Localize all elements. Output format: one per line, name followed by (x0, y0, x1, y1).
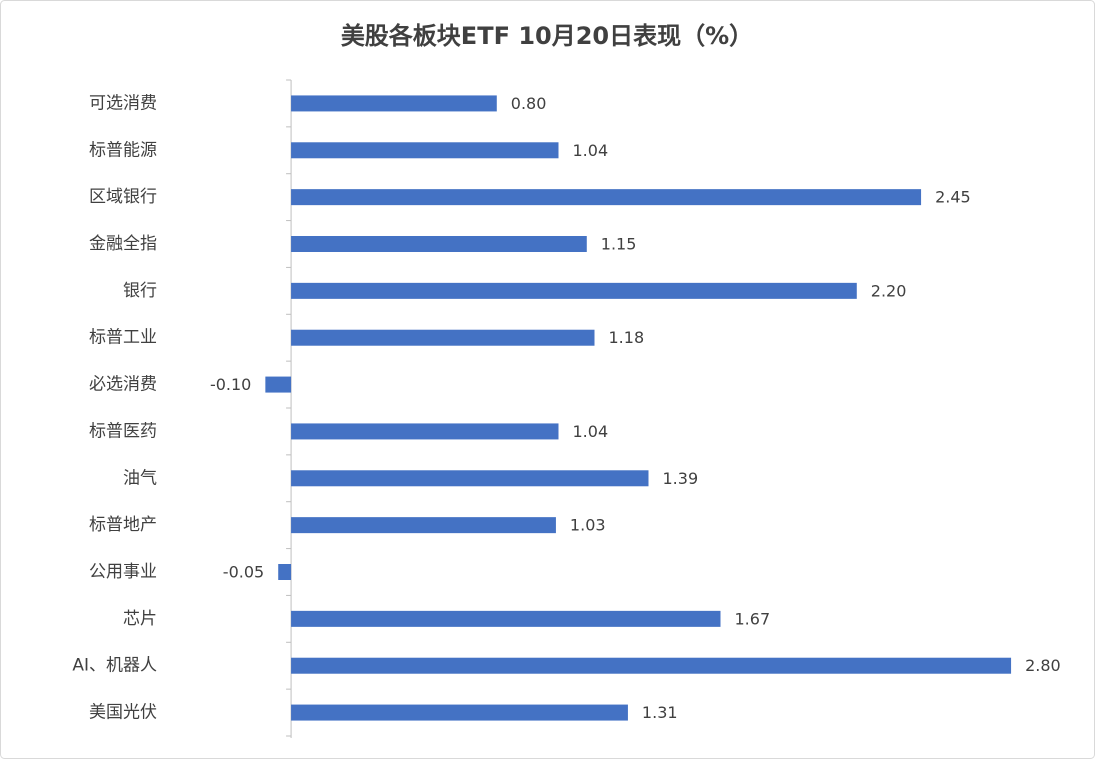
value-label: 1.15 (601, 235, 637, 254)
y-tick-label: 银行 (123, 281, 157, 301)
y-tick-label: AI、机器人 (72, 656, 157, 676)
value-label: 1.18 (609, 328, 645, 347)
bar (291, 142, 559, 159)
bar (265, 376, 292, 393)
value-label: 2.45 (935, 188, 971, 207)
value-label: 1.31 (642, 703, 678, 722)
y-tick-label: 油气 (123, 468, 157, 488)
bar (291, 517, 556, 534)
bar (291, 470, 649, 487)
y-tick-label: 公用事业 (89, 562, 157, 582)
y-tick-label: 必选消费 (89, 375, 157, 395)
value-label: 2.20 (871, 281, 907, 300)
bar (291, 95, 497, 112)
value-label: -0.05 (223, 563, 264, 582)
y-tick-label: 标普能源 (89, 140, 157, 160)
y-tick-label: 芯片 (123, 609, 157, 629)
chart-title: 美股各板块ETF 10月20日表现（%） (341, 22, 753, 50)
value-label: 1.67 (735, 609, 771, 628)
bar (291, 329, 595, 346)
y-tick-label: 标普工业 (89, 328, 157, 348)
y-tick-label: 美国光伏 (89, 703, 157, 723)
value-label: 0.80 (511, 94, 547, 113)
bar (291, 657, 1012, 674)
bar (291, 189, 922, 206)
y-tick-label: 标普医药 (89, 421, 157, 441)
value-label: 1.39 (663, 469, 699, 488)
bar (291, 282, 857, 299)
value-label: 1.04 (573, 422, 609, 441)
bar (278, 564, 292, 580)
value-label: 2.80 (1025, 656, 1061, 675)
y-tick-label: 区域银行 (89, 187, 157, 207)
y-tick-label: 可选消费 (89, 93, 157, 113)
bar (291, 423, 559, 440)
bar (291, 704, 628, 721)
value-label: 1.03 (570, 516, 606, 535)
value-label: -0.10 (210, 375, 251, 394)
bar (291, 236, 587, 252)
value-label: 1.04 (573, 141, 609, 160)
y-tick-label: 金融全指 (89, 234, 157, 254)
bar (291, 610, 721, 627)
y-tick-label: 标普地产 (89, 515, 157, 535)
